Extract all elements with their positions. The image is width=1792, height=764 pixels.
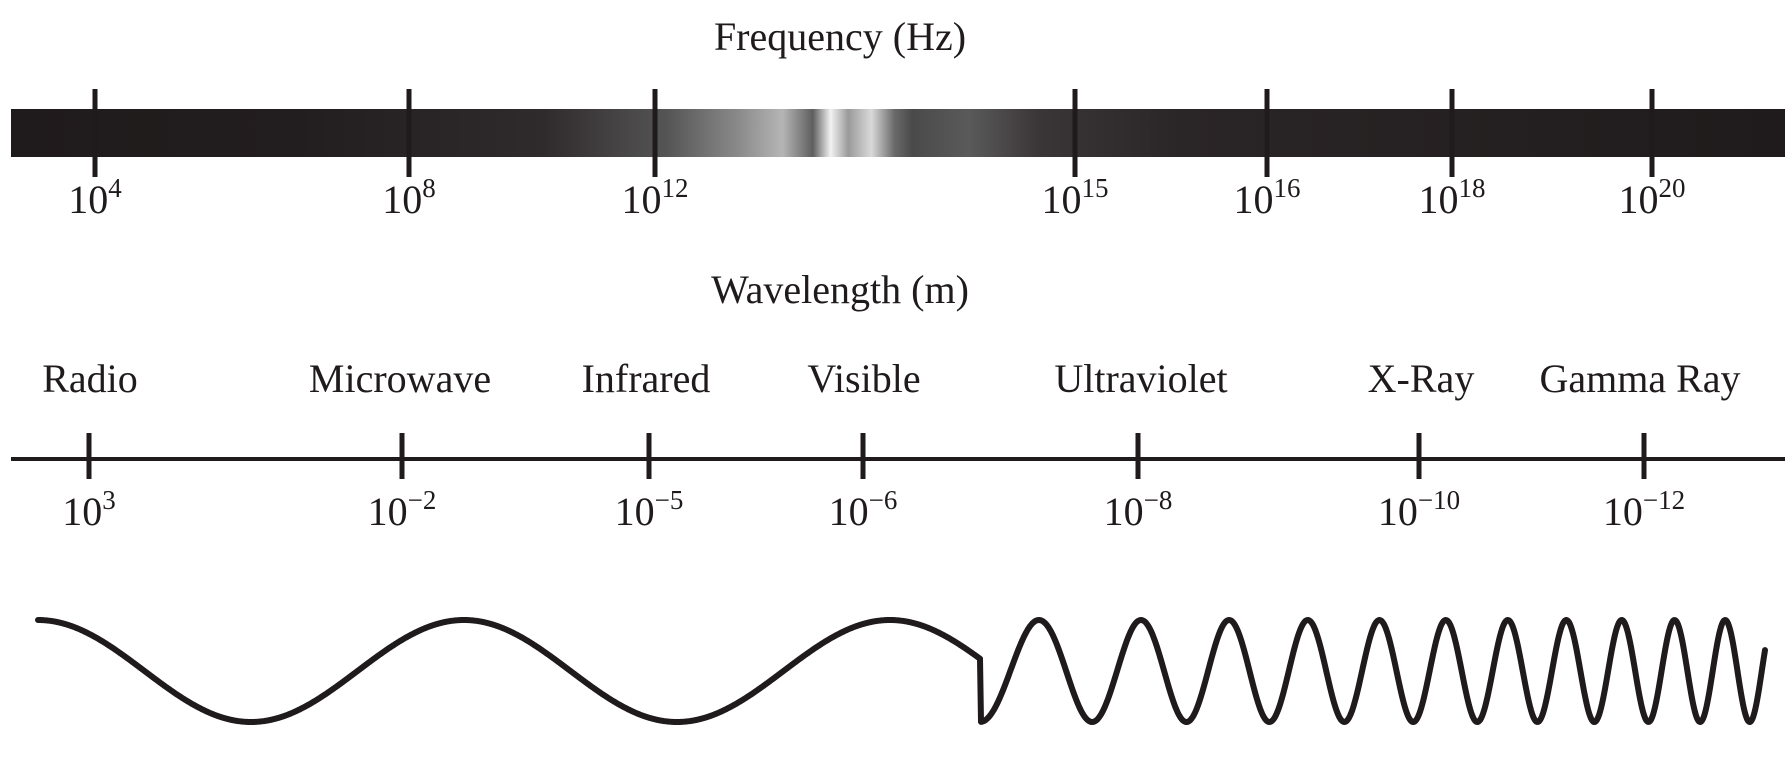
wave-illustration [35, 617, 1768, 725]
wavelength-tick-label-exponent: −10 [1418, 485, 1460, 515]
wavelength-title: Wavelength (m) [711, 267, 969, 312]
band-label-visible: Visible [807, 356, 920, 401]
frequency-tick-label: 1012 [622, 173, 689, 222]
wavelength-tick-label-exponent: 3 [102, 485, 116, 515]
wavelength-tick-label-base: 10 [368, 489, 408, 534]
band-labels: Radio Microwave Infrared Visible Ultraviolet… [42, 356, 1740, 401]
frequency-tick-label: 1015 [1042, 173, 1109, 222]
wavelength-tick-label-base: 10 [615, 489, 655, 534]
wavelength-tick-label: 103 [62, 485, 116, 534]
band-label-infrared: Infrared [582, 356, 711, 401]
wavelength-tick-label-exponent: −2 [408, 485, 437, 515]
band-label-radio: Radio [42, 356, 138, 401]
wavelength-tick-label-base: 10 [1104, 489, 1144, 534]
frequency-ticks [92, 89, 1655, 177]
wavelength-tick-label-base: 10 [829, 489, 869, 534]
frequency-tick-label-base: 10 [622, 177, 662, 222]
band-label-x-ray: X-Ray [1368, 356, 1475, 401]
frequency-tick-label-base: 10 [1619, 177, 1659, 222]
frequency-tick-label: 1018 [1419, 173, 1486, 222]
wavelength-ticks [86, 433, 1647, 479]
wavelength-tick-label-exponent: −8 [1144, 485, 1173, 515]
wavelength-tick-labels: 103 10−2 10−5 10−6 10−8 10−10 10−12 [62, 485, 1685, 534]
frequency-tick-label: 104 [68, 173, 122, 222]
wavelength-tick-label: 10−5 [615, 485, 684, 534]
frequency-tick-labels: 104 108 1012 1015 1016 1018 1020 [68, 173, 1685, 222]
wavelength-tick-label-exponent: −6 [869, 485, 898, 515]
wavelength-tick-label-exponent: −12 [1643, 485, 1685, 515]
frequency-tick-label: 108 [382, 173, 436, 222]
frequency-tick-label-exponent: 4 [108, 173, 122, 203]
frequency-tick-label: 1020 [1619, 173, 1686, 222]
frequency-tick-label: 1016 [1234, 173, 1301, 222]
frequency-tick-label-base: 10 [382, 177, 422, 222]
frequency-tick-label-base: 10 [1419, 177, 1459, 222]
band-label-gamma-ray: Gamma Ray [1539, 356, 1740, 401]
band-label-ultraviolet: Ultraviolet [1054, 356, 1227, 401]
frequency-tick-label-exponent: 8 [422, 173, 436, 203]
wavelength-tick-label-base: 10 [1378, 489, 1418, 534]
wavelength-tick-label-base: 10 [1603, 489, 1643, 534]
wavelength-tick-label-exponent: −5 [655, 485, 684, 515]
wavelength-tick-label: 10−10 [1378, 485, 1460, 534]
frequency-tick-label-exponent: 15 [1082, 173, 1109, 203]
wavelength-tick-label: 10−12 [1603, 485, 1685, 534]
wavelength-tick-label: 10−2 [368, 485, 437, 534]
frequency-tick-label-base: 10 [68, 177, 108, 222]
frequency-tick-label-exponent: 16 [1274, 173, 1301, 203]
frequency-tick-label-exponent: 20 [1659, 173, 1686, 203]
frequency-tick-label-exponent: 18 [1459, 173, 1486, 203]
wavelength-tick-label-base: 10 [62, 489, 102, 534]
frequency-tick-label-base: 10 [1234, 177, 1274, 222]
frequency-title: Frequency (Hz) [714, 14, 966, 59]
frequency-tick-label-base: 10 [1042, 177, 1082, 222]
frequency-tick-label-exponent: 12 [662, 173, 689, 203]
frequency-spectrum-bar [11, 109, 1785, 157]
wavelength-tick-label: 10−8 [1104, 485, 1173, 534]
wavelength-tick-label: 10−6 [829, 485, 898, 534]
band-label-microwave: Microwave [309, 356, 491, 401]
